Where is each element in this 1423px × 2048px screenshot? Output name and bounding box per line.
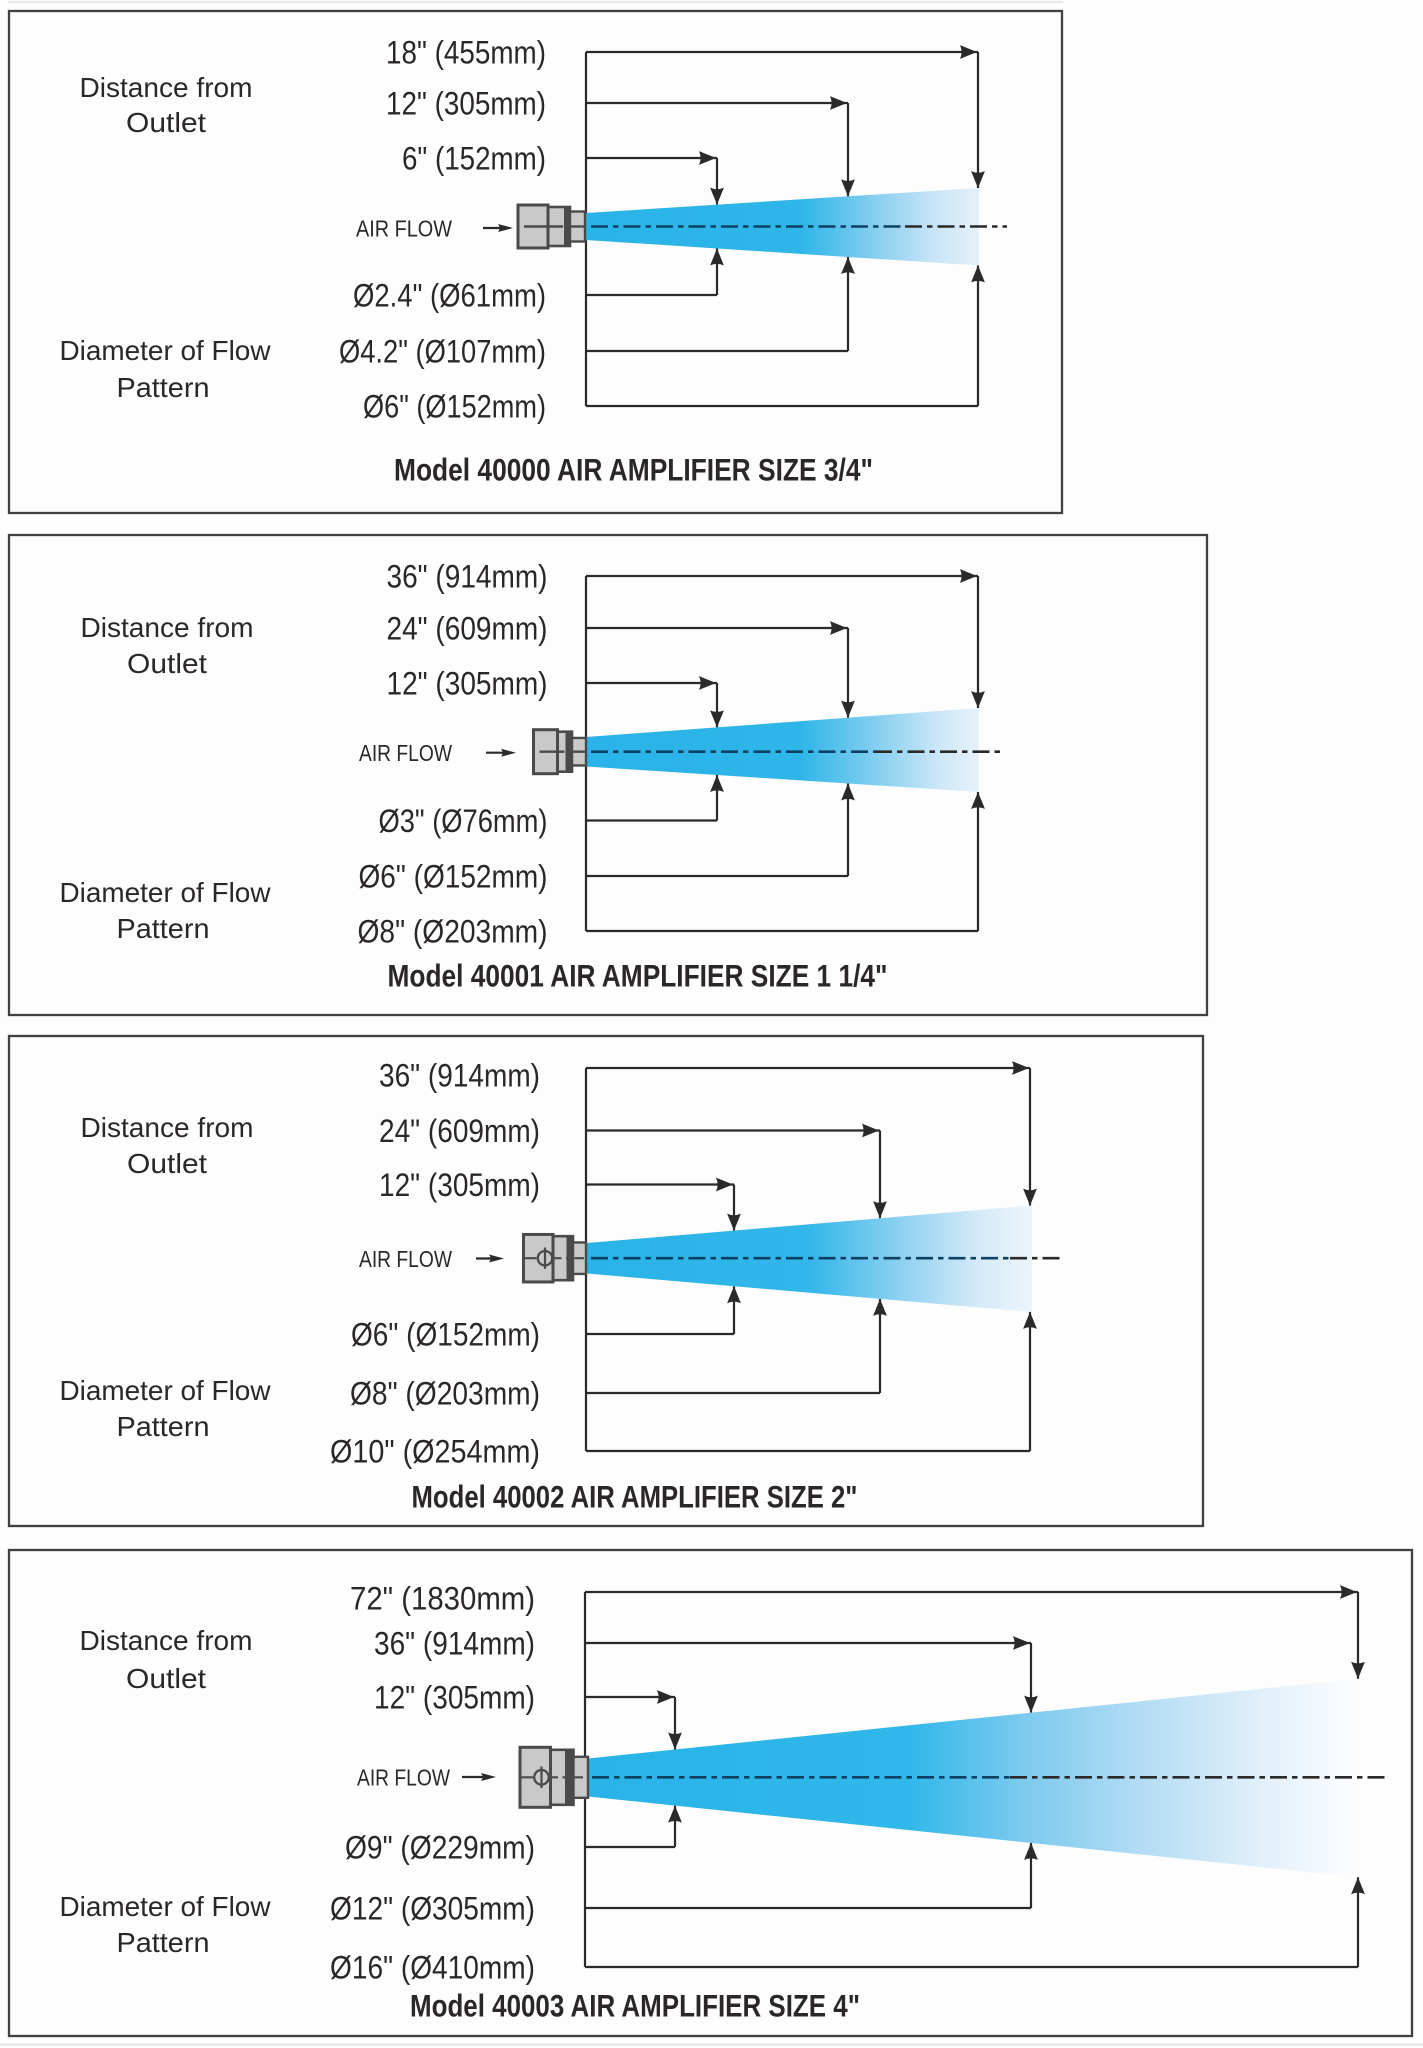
svg-text:24" (609mm): 24" (609mm) bbox=[379, 1113, 540, 1149]
svg-text:24" (609mm): 24" (609mm) bbox=[387, 611, 548, 647]
svg-text:Model 40002 AIR AMPLIFIER SIZE: Model 40002 AIR AMPLIFIER SIZE 2" bbox=[412, 1479, 858, 1515]
svg-text:Ø9" (Ø229mm): Ø9" (Ø229mm) bbox=[345, 1830, 535, 1866]
svg-text:Ø6" (Ø152mm): Ø6" (Ø152mm) bbox=[351, 1317, 540, 1353]
svg-text:Model 40000 AIR AMPLIFIER SIZE: Model 40000 AIR AMPLIFIER SIZE 3/4" bbox=[394, 452, 873, 488]
svg-text:36" (914mm): 36" (914mm) bbox=[374, 1626, 535, 1662]
svg-text:Distance from: Distance from bbox=[80, 72, 253, 103]
svg-text:12" (305mm): 12" (305mm) bbox=[387, 666, 548, 702]
svg-text:Ø6" (Ø152mm): Ø6" (Ø152mm) bbox=[363, 389, 546, 425]
svg-text:Pattern: Pattern bbox=[117, 372, 210, 403]
svg-text:Pattern: Pattern bbox=[117, 913, 210, 944]
svg-text:Distance from: Distance from bbox=[80, 1625, 253, 1656]
svg-text:Ø6" (Ø152mm): Ø6" (Ø152mm) bbox=[359, 859, 548, 895]
svg-text:Diameter of Flow: Diameter of Flow bbox=[60, 1375, 272, 1406]
svg-text:Outlet: Outlet bbox=[127, 648, 207, 679]
svg-text:6" (152mm): 6" (152mm) bbox=[402, 141, 546, 177]
svg-text:Ø2.4" (Ø61mm): Ø2.4" (Ø61mm) bbox=[353, 278, 546, 314]
svg-text:Pattern: Pattern bbox=[117, 1927, 210, 1958]
svg-text:Ø8" (Ø203mm): Ø8" (Ø203mm) bbox=[358, 914, 548, 950]
svg-text:Outlet: Outlet bbox=[126, 1663, 206, 1694]
svg-text:Ø10" (Ø254mm): Ø10" (Ø254mm) bbox=[330, 1434, 540, 1470]
svg-text:Ø8" (Ø203mm): Ø8" (Ø203mm) bbox=[350, 1376, 540, 1412]
svg-text:Pattern: Pattern bbox=[117, 1411, 210, 1442]
svg-text:Distance from: Distance from bbox=[81, 1112, 254, 1143]
svg-text:Distance from: Distance from bbox=[81, 612, 254, 643]
svg-text:Outlet: Outlet bbox=[127, 1148, 207, 1179]
svg-text:Model 40003 AIR AMPLIFIER SIZE: Model 40003 AIR AMPLIFIER SIZE 4" bbox=[410, 1988, 860, 2024]
svg-text:Ø16" (Ø410mm): Ø16" (Ø410mm) bbox=[330, 1950, 535, 1986]
svg-text:36" (914mm): 36" (914mm) bbox=[387, 559, 548, 595]
svg-text:Diameter of Flow: Diameter of Flow bbox=[60, 1891, 272, 1922]
svg-text:Diameter of Flow: Diameter of Flow bbox=[60, 877, 272, 908]
svg-text:12" (305mm): 12" (305mm) bbox=[374, 1680, 535, 1716]
svg-text:Ø4.2" (Ø107mm): Ø4.2" (Ø107mm) bbox=[339, 334, 546, 370]
svg-text:12" (305mm): 12" (305mm) bbox=[379, 1167, 540, 1203]
svg-text:AIR FLOW: AIR FLOW bbox=[359, 740, 452, 766]
svg-text:Model 40001 AIR AMPLIFIER SIZE: Model 40001 AIR AMPLIFIER SIZE 1 1/4" bbox=[388, 958, 888, 994]
svg-text:Ø12" (Ø305mm): Ø12" (Ø305mm) bbox=[330, 1891, 535, 1927]
svg-text:18" (455mm): 18" (455mm) bbox=[386, 35, 546, 71]
svg-text:AIR FLOW: AIR FLOW bbox=[356, 215, 452, 241]
svg-text:Outlet: Outlet bbox=[126, 107, 206, 138]
svg-text:36" (914mm): 36" (914mm) bbox=[379, 1058, 540, 1094]
svg-text:72" (1830mm): 72" (1830mm) bbox=[350, 1581, 535, 1617]
svg-text:Diameter of Flow: Diameter of Flow bbox=[60, 335, 272, 366]
svg-text:12" (305mm): 12" (305mm) bbox=[386, 86, 546, 122]
svg-text:AIR FLOW: AIR FLOW bbox=[359, 1246, 452, 1272]
svg-text:AIR FLOW: AIR FLOW bbox=[357, 1764, 450, 1790]
svg-text:Ø3" (Ø76mm): Ø3" (Ø76mm) bbox=[379, 803, 548, 839]
